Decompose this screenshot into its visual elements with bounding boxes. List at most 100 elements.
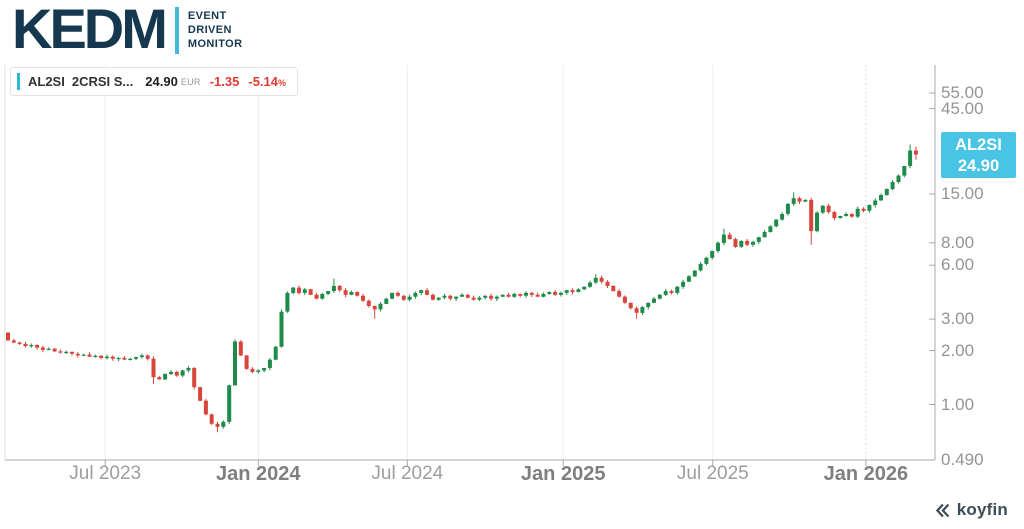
candle-body: [867, 205, 872, 211]
candle-body: [169, 371, 173, 374]
x-axis-label: Jan 2026: [823, 463, 909, 485]
legend-change-pct: -5.14%: [248, 74, 286, 89]
candle-body: [564, 290, 569, 293]
candle-body: [297, 287, 301, 293]
candle-body: [913, 150, 918, 155]
candle-body: [419, 290, 424, 293]
candle-body: [355, 292, 360, 296]
candle-body: [35, 345, 40, 348]
candle-body: [663, 291, 668, 295]
candle-body: [6, 332, 10, 341]
chart-legend[interactable]: AL2SI 2CRSI S... 24.90 EUR -1.35 -5.14%: [10, 67, 299, 96]
y-axis-label: 3.00: [941, 309, 975, 329]
kedm-logo-separator: [174, 7, 179, 54]
candle-body: [215, 423, 220, 427]
candle-body: [425, 290, 429, 295]
candle-body: [285, 292, 290, 312]
candle-body: [203, 400, 208, 415]
candle-body: [861, 208, 866, 211]
candle-body: [99, 355, 104, 358]
candle-body: [611, 285, 616, 292]
candle-body: [652, 298, 656, 303]
candle-body: [483, 295, 488, 298]
x-axis-label: Jul 2025: [676, 463, 749, 484]
candle-body: [494, 296, 499, 299]
y-axis-label: 55.00: [941, 83, 984, 102]
candle-body: [70, 351, 74, 354]
candle-body: [291, 287, 296, 293]
badge-ticker: AL2SI: [955, 136, 1002, 154]
candle-body: [634, 308, 639, 313]
candle-body: [372, 306, 377, 310]
legend-security-name: 2CRSI S...: [71, 74, 134, 89]
candle-body: [93, 355, 98, 357]
candle-body: [733, 239, 738, 247]
candle-body: [157, 377, 162, 380]
candle-body: [727, 234, 732, 240]
koyfin-brand-text: koyfin: [956, 500, 1008, 519]
candle-body: [128, 358, 133, 360]
candle-body: [588, 282, 592, 287]
candle-body: [343, 290, 348, 295]
candle-body: [756, 237, 761, 242]
x-axis-label: Jul 2024: [371, 463, 444, 484]
candle-body: [442, 295, 447, 298]
candle-body: [780, 214, 785, 220]
candle-body: [151, 358, 156, 378]
candle-body: [331, 285, 336, 292]
candle-body: [471, 297, 476, 300]
candle-body: [58, 351, 63, 353]
koyfin-logo[interactable]: koyfin: [934, 500, 1008, 520]
candle-body: [122, 357, 127, 360]
candle-body: [535, 294, 540, 297]
candle-body: [512, 293, 517, 297]
candle-body: [622, 296, 627, 303]
koyfin-chevrons-icon: [935, 503, 949, 517]
candle-body: [192, 368, 197, 388]
candle-body: [256, 370, 261, 372]
y-axis-label: 15.00: [941, 184, 984, 203]
candle-body: [308, 289, 313, 295]
candle-body: [40, 347, 45, 350]
candle-body: [326, 291, 331, 294]
candle-body: [529, 292, 534, 295]
candle-body: [302, 289, 307, 293]
candle-body: [390, 292, 395, 299]
x-axis-label: Jul 2023: [69, 463, 142, 484]
candle-body: [273, 346, 278, 360]
candle-body: [617, 291, 622, 297]
candle-body: [785, 203, 790, 214]
candle-body: [134, 357, 138, 359]
legend-change-pct-value: -5.14: [248, 74, 278, 89]
legend-currency: EUR: [180, 76, 201, 87]
tagline-line-event: EVENT: [187, 10, 227, 22]
candle-body: [506, 294, 511, 297]
y-axis-label: 6.00: [941, 255, 975, 275]
candle-body: [23, 343, 28, 347]
candle-body: [361, 295, 365, 301]
candle-body: [110, 356, 115, 359]
y-axis-label: 45.00: [941, 98, 984, 118]
candle-body: [384, 298, 389, 304]
candle-body: [116, 357, 121, 360]
candle-body: [413, 292, 418, 297]
candle-body: [518, 293, 523, 296]
legend-ticker: AL2SI: [28, 74, 65, 89]
candle-body: [553, 292, 558, 295]
candle-body: [46, 348, 51, 350]
candle-body: [460, 294, 464, 297]
candle-body: [366, 300, 371, 306]
candle-body: [797, 198, 802, 202]
legend-change: -1.35: [209, 74, 240, 89]
candle-body: [87, 354, 92, 357]
candle-body: [815, 212, 819, 232]
candle-body: [454, 296, 459, 299]
candle-body: [879, 195, 883, 201]
candle-body: [768, 226, 773, 232]
kedm-logo-tagline: EVENT DRIVEN MONITOR: [188, 4, 243, 56]
candle-body: [844, 214, 849, 216]
candle-body: [75, 353, 80, 356]
candle-body: [739, 240, 744, 247]
x-axis-label: Jan 2025: [520, 463, 606, 485]
